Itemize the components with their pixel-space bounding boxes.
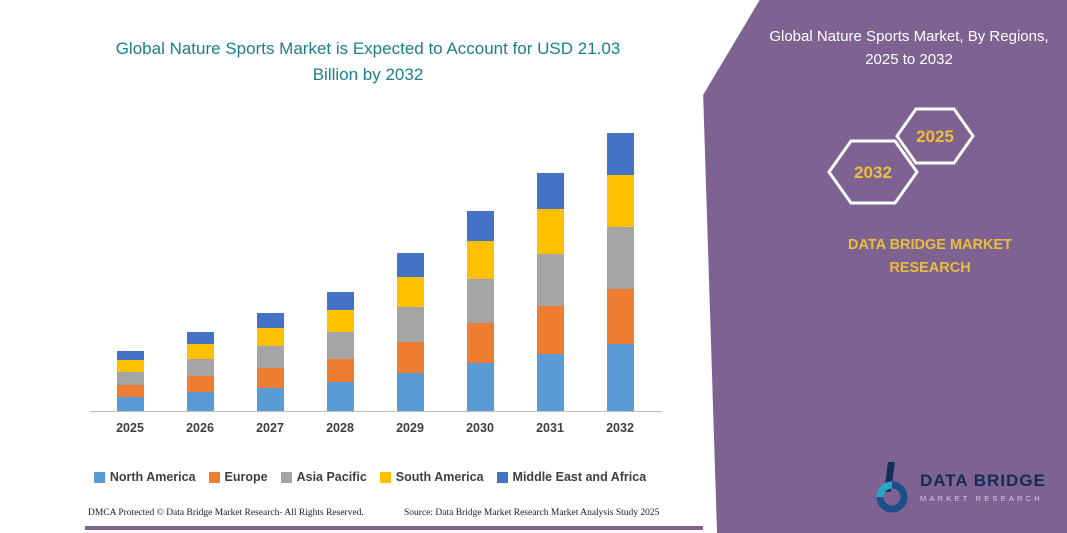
dbmr-logo-icon [876,462,908,513]
bar-segment-asia-pacific-2029 [396,307,424,342]
legend-swatch-south-america [379,471,391,483]
stacked-bar-2028 [326,291,354,411]
bar-segment-north-america-2030 [466,363,494,411]
bar-segment-middle-east-and-africa-2030 [466,211,494,242]
bar-segment-middle-east-and-africa-2028 [326,291,354,310]
hexagon-2025 [895,107,975,165]
bar-segment-south-america-2026 [186,343,214,359]
plot-area [95,120,655,411]
dbmr-logo: DATA BRIDGE MARKET RESEARCH [872,460,1046,514]
footer-source-text: Source: Data Bridge Market Research Mark… [404,508,660,518]
x-tick-2031: 2031 [536,421,564,435]
stacked-bar-2027 [256,312,284,411]
bar-segment-north-america-2029 [396,373,424,411]
bar-segment-north-america-2032 [606,344,634,411]
bar-segment-north-america-2028 [326,382,354,411]
legend-swatch-europe [208,471,220,483]
legend-label-north-america: North America [109,470,196,484]
logo-name: DATA BRIDGE [920,471,1046,490]
bar-segment-middle-east-and-africa-2032 [606,132,634,175]
bar-segment-asia-pacific-2032 [606,227,634,289]
legend-swatch-middle-east-and-africa [496,471,508,483]
bar-segment-asia-pacific-2028 [326,332,354,359]
logo-tagline: MARKET RESEARCH [920,494,1043,503]
stacked-bar-2025 [116,351,144,411]
x-tick-2032: 2032 [606,421,634,435]
footer-dmca-text: DMCA Protected © Data Bridge Market Rese… [88,508,364,518]
legend-item-asia-pacific: Asia Pacific [280,470,367,484]
x-tick-2028: 2028 [326,421,354,435]
bar-segment-north-america-2026 [186,392,214,411]
stacked-bar-2032 [606,132,634,411]
bar-segment-europe-2028 [326,358,354,383]
bar-segment-south-america-2032 [606,174,634,228]
bar-segment-middle-east-and-africa-2029 [396,253,424,278]
bar-segment-middle-east-and-africa-2031 [536,173,564,209]
bar-segment-south-america-2031 [536,208,564,254]
panel-heading: Global Nature Sports Market, By Regions,… [769,28,1049,68]
legend-item-middle-east-and-africa: Middle East and Africa [496,470,647,484]
bar-segment-europe-2031 [536,306,564,354]
legend-item-south-america: South America [379,470,484,484]
legend-label-europe: Europe [224,470,268,484]
x-tick-2025: 2025 [116,421,144,435]
bar-segment-asia-pacific-2027 [256,346,284,368]
legend-label-middle-east-and-africa: Middle East and Africa [512,470,647,484]
bar-segment-south-america-2027 [256,327,284,347]
bar-segment-south-america-2029 [396,277,424,308]
stacked-bar-2031 [536,173,564,411]
bar-segment-asia-pacific-2025 [116,371,144,385]
legend-swatch-north-america [93,471,105,483]
bar-segment-south-america-2028 [326,309,354,333]
stacked-bar-2030 [466,211,494,411]
hexagon-2032 [827,139,919,205]
x-tick-2030: 2030 [466,421,494,435]
bar-segment-europe-2032 [606,288,634,345]
x-tick-2027: 2027 [256,421,284,435]
hexagon-year-2032: 2032 [854,163,892,182]
bar-segment-middle-east-and-africa-2025 [116,351,144,361]
chart-title: Global Nature Sports Market is Expected … [115,39,621,85]
bar-segment-asia-pacific-2026 [186,358,214,377]
bar-segment-europe-2030 [466,323,494,364]
bar-segment-europe-2025 [116,384,144,397]
brand-text: DATA BRIDGE MARKET RESEARCH [847,237,1013,277]
hexagon-years-graphic: 2032 2025 [827,107,975,205]
bar-segment-middle-east-and-africa-2026 [186,331,214,344]
bar-segment-europe-2029 [396,341,424,374]
x-axis-ticks: 2025 2026 2027 2028 2029 2030 2031 2032 [95,421,655,435]
stacked-bar-2026 [186,331,214,411]
bar-segment-north-america-2025 [116,396,144,411]
x-tick-2029: 2029 [396,421,424,435]
footer-divider-line [85,526,703,530]
bar-segment-asia-pacific-2030 [466,279,494,324]
hexagon-year-2025: 2025 [916,127,954,146]
legend-item-europe: Europe [208,470,268,484]
legend-label-asia-pacific: Asia Pacific [296,470,367,484]
bar-segment-asia-pacific-2031 [536,253,564,307]
bar-segment-middle-east-and-africa-2027 [256,312,284,328]
bar-segment-south-america-2030 [466,241,494,280]
legend-swatch-asia-pacific [280,471,292,483]
bar-segment-south-america-2025 [116,360,144,372]
legend-item-north-america: North America [93,470,196,484]
x-axis-line [90,411,662,412]
stacked-bar-2029 [396,253,424,411]
legend-label-south-america: South America [395,470,484,484]
logo-swoosh [876,481,893,498]
bar-segment-europe-2027 [256,367,284,388]
bar-segment-europe-2026 [186,376,214,392]
legend: North America Europe Asia Pacific South Ame… [45,470,695,484]
bar-segment-north-america-2027 [256,387,284,411]
bar-segment-north-america-2031 [536,353,564,411]
logo-text-block: DATA BRIDGE MARKET RESEARCH [920,471,1046,503]
x-tick-2026: 2026 [186,421,214,435]
